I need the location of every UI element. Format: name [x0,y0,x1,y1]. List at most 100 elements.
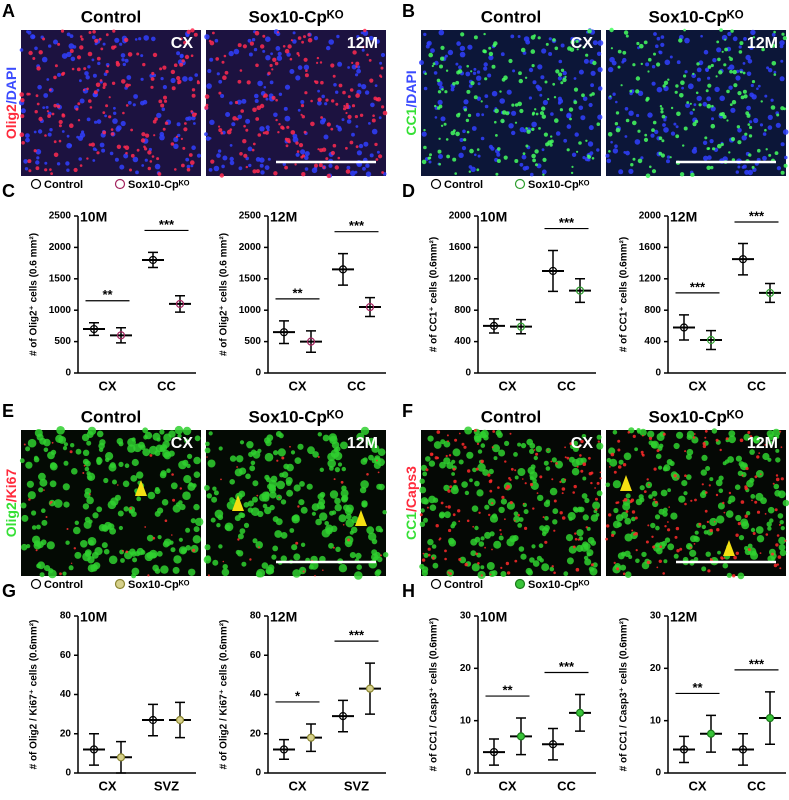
cell [372,114,375,117]
cell [658,50,662,54]
y-tick-label: 0 [465,768,471,779]
cell [142,448,151,457]
cell [140,138,146,143]
cell [82,503,90,510]
cell [501,77,506,82]
cell [94,120,98,124]
cell [728,495,736,503]
cell [191,145,196,150]
cell [457,112,461,116]
cell [271,554,277,560]
cell [662,123,666,127]
x-tick-label: CC [347,378,366,393]
cell [35,149,42,155]
cell [73,167,78,173]
legend-marker [430,578,442,590]
cell [328,542,334,549]
cell [334,467,340,473]
legend-marker [114,178,126,190]
cell [111,45,116,50]
cell [289,528,295,533]
cell [722,501,725,505]
cell [480,459,485,464]
cell [236,455,244,463]
cell [477,463,486,472]
cell [629,91,633,96]
cell [80,540,88,548]
cell [613,470,617,474]
cell [664,525,667,528]
cell [737,128,742,133]
cell [508,123,514,129]
cell [702,442,706,446]
condition-label: Sox10-Cpᴷᴼ [648,407,743,426]
cell [166,468,171,474]
cell [109,462,116,469]
cell [142,427,149,434]
cell [653,498,656,501]
cell [552,519,558,525]
cell [194,73,198,77]
cell [607,132,613,137]
cell [276,31,280,34]
cell [314,574,316,577]
cell [774,151,779,156]
y-axis-label: # of Olig2 / Ki67⁺ cells (0.6mm²) [29,620,40,770]
cell [590,83,594,88]
cell [643,490,647,493]
cell [739,41,744,46]
cell [707,569,711,573]
panel-letter: D [402,181,415,201]
cell [742,71,746,75]
cell [702,140,708,145]
cell [768,440,773,445]
mean-marker [338,265,348,274]
mean-marker [738,255,748,264]
cell [93,90,98,95]
cell [559,511,563,515]
cell [705,89,709,93]
cell [157,535,162,540]
cell [539,525,545,531]
cell [382,510,387,515]
cell [249,465,256,472]
cell [210,159,215,164]
cell [480,443,486,448]
cell [229,144,233,147]
cell [455,131,460,137]
cell [423,552,429,558]
legend-label: Control [444,179,483,191]
cell [122,111,125,115]
cell [780,526,785,531]
cell [676,60,681,65]
cell [488,479,493,484]
cell [594,487,596,489]
cell [252,169,257,174]
cell [639,43,644,49]
cell [20,114,25,119]
cell [729,103,733,106]
micrograph [18,28,202,176]
cell [162,85,167,90]
cell [525,144,529,148]
cell [108,115,112,119]
cell [646,560,651,565]
cell [570,444,576,450]
cell [622,57,627,63]
cell [624,571,632,578]
y-tick-label: 1200 [449,273,472,284]
cell [212,31,215,35]
cell [82,449,90,456]
cell [116,438,124,445]
significance-label: *** [349,218,365,233]
y-tick-label: 30 [650,611,662,622]
cell [218,446,223,451]
cell [618,459,624,465]
cell [585,139,588,142]
cell [689,549,697,557]
cell [582,462,587,467]
cell [475,467,479,471]
condition-label: Control [81,7,141,26]
cell [775,474,779,477]
cell [377,458,385,467]
